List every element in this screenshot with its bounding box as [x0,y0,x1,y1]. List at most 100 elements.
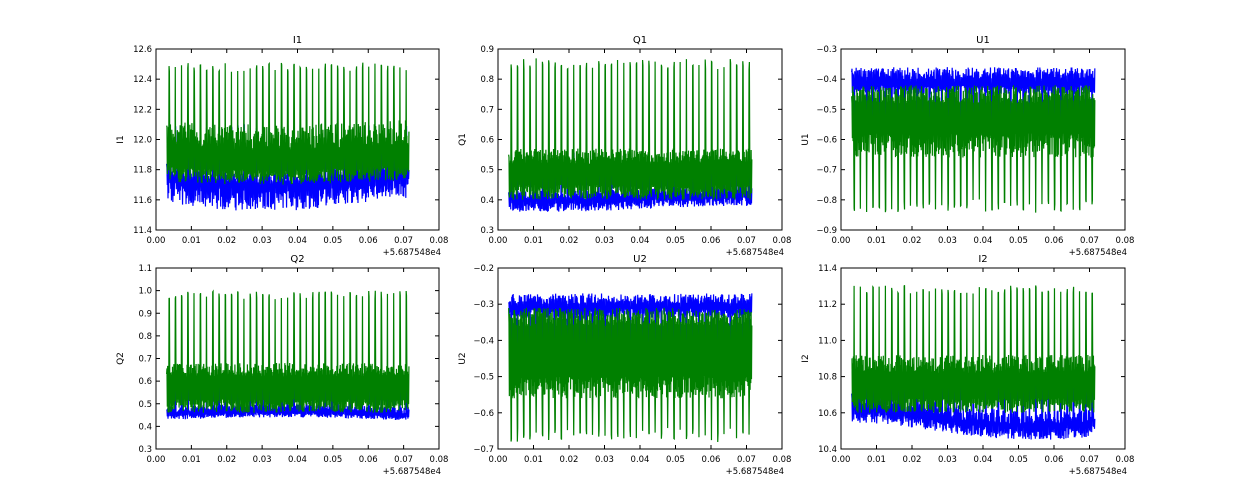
subplot-title: U1 [976,35,990,46]
y-tick-label: −0.5 [473,373,494,383]
y-tick-label: 11.4 [133,226,152,236]
y-tick-label: −0.7 [473,445,494,455]
y-tick-label: 11.8 [133,166,152,176]
subplot-title: U2 [633,254,647,265]
x-tick-label: 0.07 [1080,236,1099,246]
y-tick-label: 0.9 [138,309,152,319]
y-tick-label: 12.2 [133,105,152,115]
y-tick-label: 0.6 [138,377,152,387]
series-line-2 [508,307,753,443]
x-tick-label: 0.05 [1009,455,1028,465]
x-tick-label: 0.04 [631,236,650,246]
x-offset-label: +5.687548e4 [726,248,784,258]
y-axis-label: U2 [458,352,468,364]
y-tick-label: −0.3 [816,45,837,55]
y-tick-label: −0.5 [816,105,837,115]
x-tick-label: 0.06 [702,236,721,246]
series-group [166,61,410,211]
x-tick-label: 0.03 [253,455,272,465]
x-tick-label: 0.07 [737,236,756,246]
x-tick-label: 0.06 [1045,455,1064,465]
y-tick-label: −0.9 [816,226,837,236]
y-tick-label: 0.9 [480,45,494,55]
y-tick-label: −0.6 [816,136,837,146]
y-tick-label: 0.7 [480,105,494,115]
x-tick-label: 0.04 [288,455,307,465]
y-tick-label: 11.6 [133,196,152,206]
x-tick-label: 0.08 [430,236,449,246]
y-tick-label: 0.4 [480,196,494,206]
x-tick-label: 0.01 [867,455,886,465]
y-tick-label: 10.6 [818,409,837,419]
y-tick-label: 0.8 [480,75,494,85]
x-tick-label: 0.08 [430,455,449,465]
x-tick-label: 0.07 [737,455,756,465]
y-axis-label: Q2 [116,352,126,365]
x-tick-label: 0.05 [323,455,342,465]
subplot-q2: 0.00 0.01 0.02 0.03 0.04 0.05 0.06 0.07 0.08 0.3 0… [116,254,448,477]
y-tick-label: 0.5 [138,400,152,410]
subplot-i2: 0.00 0.01 0.02 0.03 0.04 0.05 0.06 0.07 0.08 10.4… [801,254,1134,477]
x-offset-label: +5.687548e4 [383,248,441,258]
y-tick-label: 0.5 [480,166,494,176]
subplot-q1: 0.00 0.01 0.02 0.03 0.04 0.05 0.06 0.07 0.08 0.3 0… [458,35,791,258]
x-tick-label: 0.07 [1080,455,1099,465]
series-line-2 [508,58,753,200]
x-tick-label: 0.00 [489,455,508,465]
y-tick-label: 0.6 [480,136,494,146]
x-tick-label: 0.02 [560,455,579,465]
subplot-title: Q1 [633,35,647,46]
x-tick-label: 0.05 [666,455,685,465]
y-tick-label: 12.0 [133,136,152,146]
x-tick-label: 0.03 [253,236,272,246]
x-offset-label: +5.687548e4 [1069,248,1127,258]
y-tick-label: −0.4 [816,75,837,85]
y-axis-label: I1 [116,135,126,143]
series-line-2 [166,289,410,413]
y-tick-label: 0.3 [138,445,152,455]
y-tick-label: −0.3 [473,300,494,310]
x-tick-label: 0.00 [147,455,166,465]
y-tick-label: 12.6 [133,45,152,55]
x-tick-label: 0.04 [288,236,307,246]
x-tick-label: 0.00 [489,236,508,246]
x-tick-label: 0.00 [147,236,166,246]
x-tick-label: 0.02 [560,236,579,246]
x-tick-label: 0.02 [903,236,922,246]
y-tick-label: 10.8 [818,373,837,383]
y-tick-label: −0.4 [473,336,494,346]
y-tick-label: 10.4 [818,445,837,455]
y-tick-label: 0.7 [138,355,152,365]
x-tick-label: 0.05 [1009,236,1028,246]
subplot-i1: 0.00 0.01 0.02 0.03 0.04 0.05 0.06 0.07 0.08 11.4… [116,35,448,258]
x-tick-label: 0.01 [182,236,201,246]
y-tick-label: 0.3 [480,226,494,236]
y-tick-label: −0.8 [816,196,837,206]
series-line-2 [851,85,1096,213]
x-tick-label: 0.06 [1045,236,1064,246]
x-tick-label: 0.06 [359,455,378,465]
y-tick-label: 1.0 [138,287,152,297]
x-tick-label: 0.07 [394,236,413,246]
x-tick-label: 0.06 [702,455,721,465]
x-offset-label: +5.687548e4 [383,467,441,477]
y-tick-label: 1.1 [138,264,152,274]
series-line-2 [166,61,410,185]
series-group [508,293,753,443]
x-tick-label: 0.01 [524,236,543,246]
y-tick-label: −0.6 [473,409,494,419]
x-tick-label: 0.00 [832,236,851,246]
x-tick-label: 0.05 [323,236,342,246]
subplot-u2: 0.00 0.01 0.02 0.03 0.04 0.05 0.06 0.07 0.08 −0.7… [458,254,791,477]
y-tick-label: 11.2 [818,300,837,310]
series-group [851,284,1096,440]
y-tick-label: 11.0 [818,336,837,346]
y-tick-label: 0.4 [138,422,152,432]
series-line-2 [851,284,1096,413]
x-tick-label: 0.08 [773,236,792,246]
axes-frame [155,267,440,450]
x-tick-label: 0.03 [938,236,957,246]
subplot-title: I1 [293,35,302,46]
x-tick-label: 0.03 [595,455,614,465]
x-tick-label: 0.08 [1116,455,1135,465]
